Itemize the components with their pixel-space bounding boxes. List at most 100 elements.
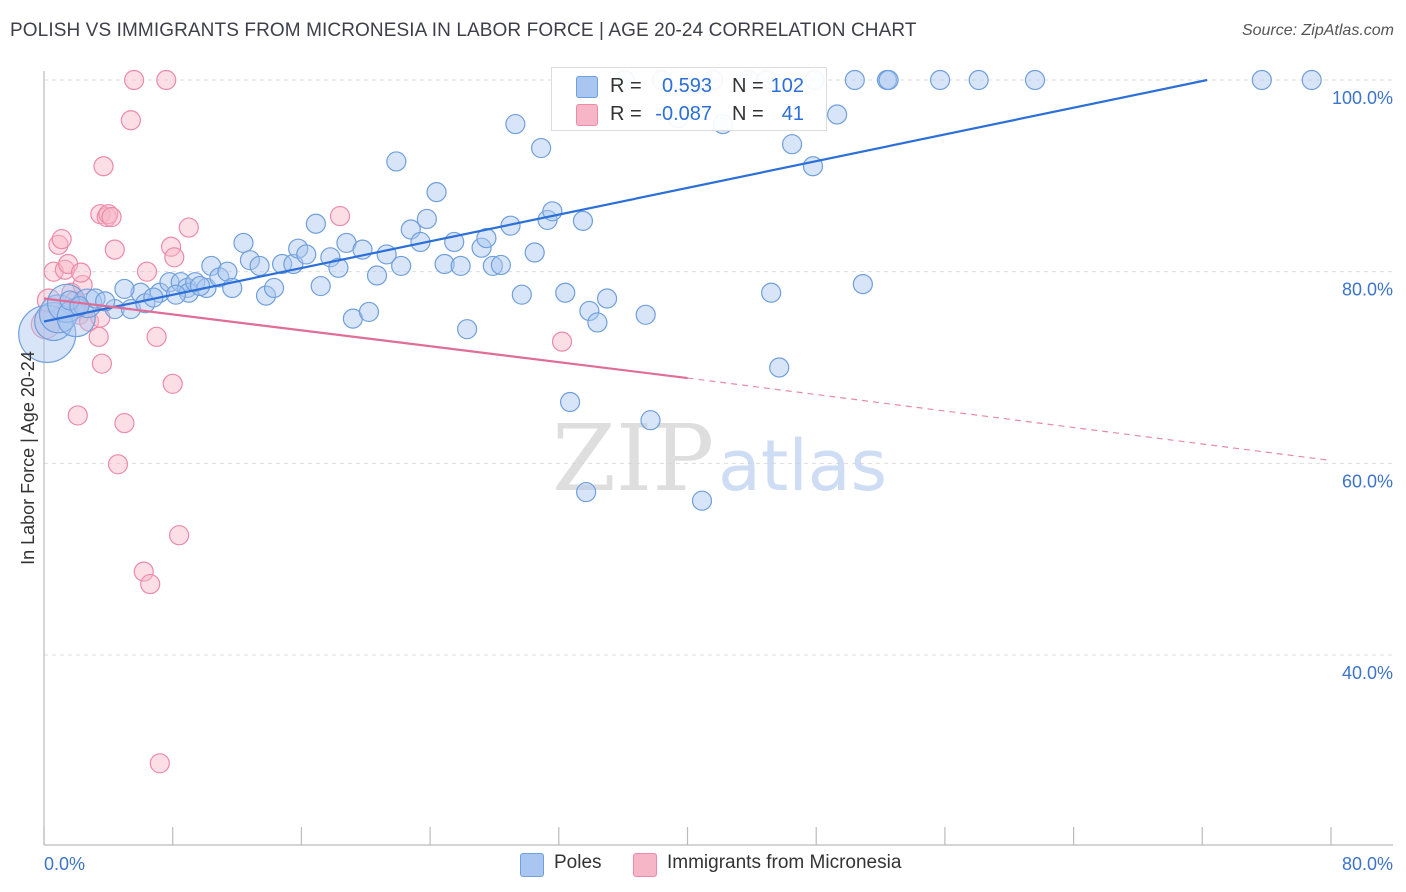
poles-point — [263, 277, 285, 299]
poles-point — [305, 213, 326, 234]
poles-point — [1024, 69, 1046, 91]
poles-point — [852, 274, 873, 295]
y-tick-label: 40.0% — [1342, 663, 1393, 683]
poles-point — [769, 357, 790, 378]
micronesia-point — [133, 561, 154, 582]
poles-point — [217, 261, 238, 282]
poles-point — [358, 301, 380, 323]
micronesia-point — [114, 412, 135, 434]
micronesia-point — [169, 525, 190, 546]
micronesia-point — [91, 353, 113, 374]
poles-point — [434, 253, 455, 275]
poles-point — [572, 210, 594, 231]
source-label: Source: ZipAtlas.com — [1241, 22, 1394, 39]
poles-point — [635, 304, 656, 325]
micronesia-point — [123, 69, 145, 91]
poles-point — [827, 104, 848, 125]
micronesia-point — [140, 573, 161, 595]
micronesia-point — [146, 326, 167, 347]
poles-point — [249, 255, 270, 277]
legend-n-label: N = — [732, 75, 764, 97]
poles-point — [471, 237, 492, 258]
poles-point — [201, 255, 222, 277]
poles-point — [296, 244, 317, 265]
poles-point — [929, 69, 951, 91]
poles-legend-swatch — [520, 853, 544, 877]
watermark-zip: ZIP — [552, 405, 714, 512]
poles-point — [114, 278, 135, 300]
poles-point — [579, 300, 600, 322]
micronesia-point — [178, 217, 199, 238]
micronesia-point — [98, 204, 119, 225]
micronesia-legend-label: Immigrants from Micronesia — [667, 852, 902, 873]
poles-point — [781, 134, 803, 155]
poles-point — [271, 253, 293, 275]
micronesia-point — [48, 234, 69, 255]
micronesia-point — [101, 206, 122, 228]
poles-point — [490, 254, 511, 276]
x-tick-label: 80.0% — [1342, 854, 1393, 874]
legend-r-label: R = — [610, 75, 642, 97]
micronesia-point — [149, 753, 170, 774]
micronesia-point — [136, 261, 158, 282]
legend-r-value: -0.087 — [655, 103, 712, 125]
poles-point — [878, 69, 899, 91]
poles-point — [328, 257, 349, 278]
poles-point — [1301, 69, 1322, 91]
poles-point — [170, 272, 191, 293]
poles-point — [255, 285, 277, 306]
micronesia-trend-line — [43, 297, 688, 380]
y-tick-label: 80.0% — [1342, 280, 1393, 300]
poles-point — [968, 69, 989, 91]
poles-point — [596, 288, 618, 309]
tick-label-layer: 40.0% 60.0% 80.0% 100.0% 0.0% 80.0% — [44, 88, 1393, 874]
micronesia-swatch — [576, 104, 598, 126]
poles-point — [524, 242, 545, 263]
micronesia-trend-extension — [687, 377, 1332, 462]
legend-n-value: 41 — [781, 103, 804, 125]
poles-point — [189, 275, 211, 297]
legend-row-micronesia: R = -0.087 N = 41 — [552, 101, 826, 129]
chart-title: POLISH VS IMMIGRANTS FROM MICRONESIA IN … — [10, 20, 917, 41]
micronesia-points — [30, 69, 573, 774]
poles-point — [505, 113, 526, 135]
watermark-atlas: atlas — [718, 425, 887, 507]
legend-r-label: R = — [610, 103, 642, 125]
poles-point — [233, 232, 254, 254]
micronesia-point — [70, 262, 92, 283]
micronesia-point — [120, 110, 141, 131]
micronesia-point — [107, 454, 129, 475]
micronesia-point — [93, 156, 114, 177]
micronesia-point — [54, 259, 76, 280]
stats-legend: R = 0.593 N = 102 R = -0.087 N = 41 — [551, 67, 827, 131]
poles-point — [640, 410, 661, 431]
poles-trend-line — [43, 78, 1208, 323]
x-tick-label: 0.0% — [44, 854, 85, 874]
poles-point — [511, 284, 532, 305]
legend-r-value: 0.593 — [661, 75, 712, 97]
poles-point — [426, 182, 447, 203]
micronesia-point — [551, 331, 573, 352]
bottom-legend-micronesia[interactable]: Immigrants from Micronesia — [633, 852, 933, 878]
poles-point — [482, 255, 503, 277]
poles-point — [761, 282, 782, 303]
micronesia-point — [88, 326, 109, 347]
poles-swatch — [576, 76, 598, 98]
legend-row-poles: R = 0.593 N = 102 — [552, 73, 826, 101]
poles-point — [691, 490, 713, 511]
bottom-legend-poles[interactable]: Poles — [520, 852, 640, 878]
trend-layer — [43, 78, 1332, 462]
poles-legend-label: Poles — [554, 852, 602, 873]
poles-point — [844, 69, 865, 91]
micronesia-point — [51, 228, 72, 250]
micronesia-point — [164, 247, 185, 268]
micronesia-point — [67, 405, 88, 426]
poles-point — [531, 137, 552, 159]
poles-point — [386, 151, 407, 172]
y-tick-label: 60.0% — [1342, 471, 1393, 491]
poles-point — [457, 319, 478, 340]
micronesia-point — [329, 205, 351, 227]
poles-point — [587, 312, 608, 333]
y-tick-label: 100.0% — [1332, 88, 1393, 108]
axis-layer — [43, 71, 1393, 846]
